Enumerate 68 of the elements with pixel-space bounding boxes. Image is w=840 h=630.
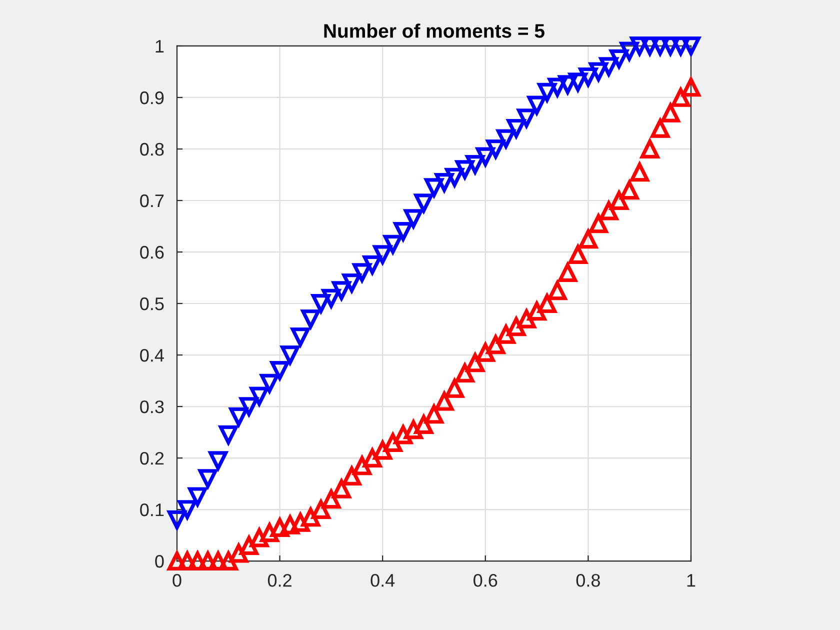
point	[229, 544, 248, 563]
point	[229, 407, 248, 426]
point	[506, 317, 526, 336]
point	[558, 75, 578, 94]
point	[250, 386, 269, 406]
point	[168, 510, 186, 530]
y-tick-label: 0.1	[140, 503, 164, 516]
x-tick-label: 0.2	[268, 574, 292, 587]
point	[650, 118, 670, 138]
point	[414, 194, 434, 213]
point	[424, 178, 444, 198]
point	[517, 108, 536, 128]
point	[260, 374, 279, 393]
y-tick-label: 0.3	[140, 400, 164, 414]
y-tick-label: 0	[155, 554, 164, 568]
point	[682, 78, 700, 97]
point	[527, 96, 546, 115]
point	[332, 479, 351, 498]
point	[383, 234, 402, 254]
point	[260, 523, 279, 542]
x-tick-label: 1	[687, 574, 696, 587]
point	[630, 162, 650, 182]
point	[476, 342, 495, 362]
point	[434, 392, 454, 411]
point	[589, 62, 608, 82]
point	[527, 302, 546, 321]
y-tick-label: 0.2	[140, 452, 164, 465]
point	[301, 508, 320, 527]
point	[373, 440, 392, 460]
y-tick-label: 0.7	[140, 194, 164, 208]
point	[548, 78, 567, 97]
point	[496, 324, 516, 344]
point	[496, 129, 516, 148]
y-tick-label: 0.4	[140, 348, 164, 362]
chart-title: Number of moments = 5	[324, 24, 544, 38]
point	[394, 425, 413, 444]
point	[466, 353, 485, 372]
point	[332, 281, 351, 300]
y-tick-label: 0.5	[140, 297, 164, 310]
x-tick-label: 0.4	[370, 574, 395, 587]
point	[218, 425, 238, 444]
point	[404, 420, 423, 440]
point	[599, 201, 618, 220]
point	[476, 147, 495, 166]
point	[455, 160, 474, 180]
x-tick-label: 0	[172, 574, 182, 587]
point	[620, 180, 639, 200]
y-tick-label: 1	[156, 40, 164, 53]
point	[198, 469, 218, 488]
x-tick-label: 0.6	[474, 574, 498, 587]
point	[589, 214, 608, 234]
point	[486, 335, 506, 354]
point	[188, 487, 207, 506]
point	[373, 245, 392, 264]
y-tick-label: 0.8	[140, 142, 164, 156]
point	[424, 404, 444, 424]
point	[290, 512, 310, 532]
y-tick-label: 0.9	[140, 91, 164, 104]
point	[620, 42, 639, 61]
point	[352, 456, 372, 476]
x-tick-label: 0.8	[576, 574, 600, 587]
point	[352, 263, 372, 282]
point	[250, 528, 269, 548]
point	[599, 57, 618, 76]
point	[322, 490, 341, 509]
point	[445, 168, 464, 187]
point	[208, 451, 228, 470]
y-tick-label: 0.6	[140, 246, 164, 259]
